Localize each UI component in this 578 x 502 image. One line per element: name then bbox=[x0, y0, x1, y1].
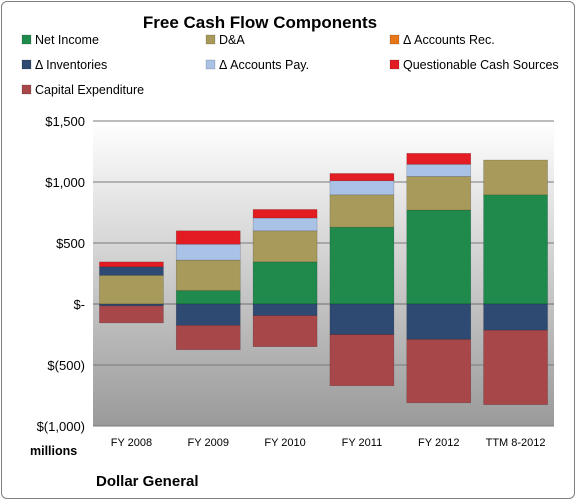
bar-capital-expenditure bbox=[406, 339, 472, 404]
bar-delta-inventories bbox=[252, 303, 318, 316]
y-tick-label: $500 bbox=[56, 236, 85, 251]
x-tick-label: TTM 8-2012 bbox=[486, 437, 546, 449]
y-tick-label: $(500) bbox=[47, 358, 85, 373]
gridlines bbox=[93, 120, 554, 427]
legend-label: Δ Accounts Pay. bbox=[219, 58, 309, 72]
bar-questionable-cash-sources bbox=[406, 153, 472, 165]
legend-item-d-a: D&A bbox=[205, 33, 245, 47]
x-axis-ticks: FY 2008 FY 2009 FY 2010 FY 2011 FY 2012 TTM 8… bbox=[111, 437, 546, 449]
bar-questionable-cash-sources bbox=[99, 261, 164, 268]
chart-title: Free Cash Flow Components bbox=[143, 13, 377, 32]
bar-net-income bbox=[483, 194, 548, 305]
bar-d-a bbox=[406, 176, 472, 211]
legend-swatch bbox=[21, 59, 32, 70]
legend-swatch bbox=[205, 34, 216, 45]
bar-d-a bbox=[329, 194, 395, 228]
bar-delta-accounts-pay bbox=[175, 243, 241, 261]
bar-capital-expenditure bbox=[329, 334, 395, 387]
bar-capital-expenditure bbox=[175, 325, 241, 351]
bar-delta-accounts-pay bbox=[406, 164, 472, 177]
company-name: Dollar General bbox=[96, 473, 199, 490]
bar-delta-inventories bbox=[99, 266, 164, 276]
x-tick-label: FY 2009 bbox=[188, 437, 229, 449]
bar-delta-accounts-pay bbox=[329, 180, 395, 196]
bar-delta-inventories bbox=[483, 303, 548, 331]
bar-d-a bbox=[252, 230, 318, 263]
bar-questionable-cash-sources bbox=[252, 209, 318, 219]
y-tick-label: $1,000 bbox=[45, 175, 85, 190]
bar-questionable-cash-sources bbox=[329, 173, 395, 182]
legend-item-capital-expenditure: Capital Expenditure bbox=[21, 83, 144, 97]
y-tick-label: $- bbox=[73, 297, 85, 312]
legend-item-delta-inventories: Δ Inventories bbox=[21, 58, 107, 72]
units-label: millions bbox=[30, 444, 77, 458]
bar-capital-expenditure bbox=[252, 315, 318, 347]
legend-label: Net Income bbox=[35, 33, 99, 47]
bar-net-income bbox=[252, 261, 318, 305]
bar-capital-expenditure bbox=[483, 329, 548, 405]
legend-swatch bbox=[21, 84, 32, 95]
bar-delta-inventories bbox=[406, 303, 472, 340]
bars bbox=[99, 153, 548, 405]
legend-label: Δ Accounts Rec. bbox=[403, 33, 495, 47]
legend-label: D&A bbox=[219, 33, 245, 47]
legend-swatch bbox=[389, 59, 400, 70]
x-tick-label: FY 2012 bbox=[418, 437, 459, 449]
y-axis-ticks: $(1,000) $(500) $- $500 $1,000 $1,500 bbox=[37, 114, 85, 434]
bar-questionable-cash-sources bbox=[175, 230, 241, 245]
bar-d-a bbox=[99, 275, 164, 305]
bar-delta-accounts-pay bbox=[252, 217, 318, 232]
legend-label: Δ Inventories bbox=[35, 58, 107, 72]
legend-swatch bbox=[205, 59, 216, 70]
legend-item-net-income: Net Income bbox=[21, 33, 99, 47]
legend: Net Income D&A Δ Accounts Rec. Δ Inventorie… bbox=[21, 33, 559, 97]
x-tick-label: FY 2010 bbox=[264, 437, 305, 449]
legend-item-delta-accounts-rec: Δ Accounts Rec. bbox=[389, 33, 495, 47]
legend-label: Questionable Cash Sources bbox=[403, 58, 559, 72]
legend-item-questionable-cash-sources: Questionable Cash Sources bbox=[389, 58, 559, 72]
legend-swatch bbox=[389, 34, 400, 45]
bar-d-a bbox=[175, 259, 241, 291]
legend-label: Capital Expenditure bbox=[35, 83, 144, 97]
plot-area bbox=[93, 121, 554, 426]
x-tick-label: FY 2011 bbox=[342, 437, 383, 449]
bar-capital-expenditure bbox=[99, 305, 164, 324]
bar-net-income bbox=[175, 290, 241, 305]
bar-delta-inventories bbox=[175, 303, 241, 326]
legend-swatch bbox=[21, 34, 32, 45]
bar-delta-inventories bbox=[329, 303, 395, 335]
y-tick-label: $1,500 bbox=[45, 114, 85, 129]
bar-net-income bbox=[329, 226, 395, 305]
legend-item-delta-accounts-pay: Δ Accounts Pay. bbox=[205, 58, 309, 72]
x-tick-label: FY 2008 bbox=[111, 437, 152, 449]
bar-d-a bbox=[483, 159, 548, 196]
bar-net-income bbox=[406, 209, 472, 305]
y-tick-label: $(1,000) bbox=[37, 419, 85, 434]
